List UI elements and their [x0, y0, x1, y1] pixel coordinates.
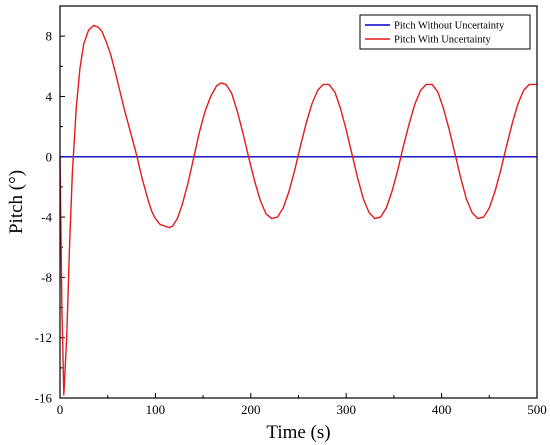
series-line-2 — [59, 24, 537, 396]
x-tick-label: 400 — [432, 402, 452, 417]
legend-label: Pitch Without Uncertainty — [394, 21, 505, 32]
x-tick-label: 0 — [57, 402, 64, 417]
x-axis-title: Time (s) — [266, 422, 330, 443]
y-tick-label: -12 — [35, 330, 52, 345]
y-tick-label: -8 — [41, 270, 52, 285]
y-tick-label: -16 — [35, 391, 53, 406]
y-axis-title: Pitch (°) — [6, 170, 27, 234]
x-tick-label: 500 — [527, 402, 547, 417]
x-tick-label: 200 — [241, 402, 261, 417]
legend-label: Pitch With Uncertainty — [394, 35, 492, 46]
plot-frame — [59, 5, 538, 399]
legend-box — [359, 14, 531, 50]
legend: Pitch Without Uncertainty Pitch With Unce… — [359, 14, 531, 50]
y-tick-label: -4 — [41, 210, 52, 225]
x-tick-label: 100 — [146, 402, 166, 417]
y-tick-label: 4 — [46, 89, 53, 104]
series-layer — [59, 24, 537, 396]
y-tick-label: 8 — [46, 29, 53, 44]
x-tick-label: 300 — [336, 402, 356, 417]
ticks-layer: 0 100 200 300 400 500 -16 -12 -8 -4 0 4 8 — [35, 29, 547, 417]
y-tick-label: 0 — [46, 149, 53, 164]
